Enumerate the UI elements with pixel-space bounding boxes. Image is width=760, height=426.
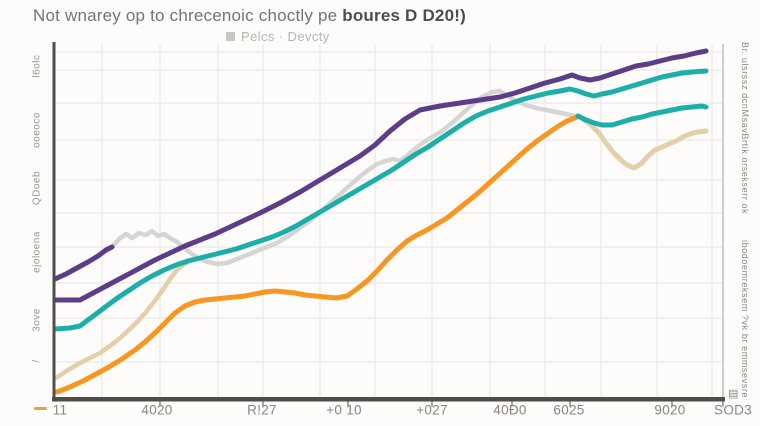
- series-teal-lower: [575, 103, 709, 128]
- axis-orange-dash: [34, 407, 47, 410]
- x-tick-label: +0 10: [326, 402, 362, 418]
- y-tick-label: ooeoco: [31, 112, 43, 148]
- y-tick-label: QDoeb: [31, 170, 43, 206]
- series-tan-right: [580, 116, 709, 171]
- right-side-text-bottom: ibodoemreksem ?vk br emmsevsre: [740, 240, 750, 399]
- x-tick-label: 9020: [654, 402, 686, 418]
- x-tick-label: 40Ð0: [493, 402, 527, 418]
- x-tick-label: R!27: [247, 402, 277, 418]
- y-tick-label: 3ove: [31, 308, 43, 332]
- chart-legend: Pelcs · Devcty: [226, 29, 330, 44]
- x-axis-line: [52, 397, 725, 402]
- series-tan-left: [53, 259, 191, 381]
- right-side-text-top: Br. ulsrssz dcnMsavBrtik orsekserr ok: [740, 42, 750, 215]
- panel-grid-icon: ▤: [728, 388, 739, 400]
- series-gray: [109, 88, 586, 267]
- series-orange: [54, 114, 580, 395]
- series-purple: [52, 48, 709, 303]
- chart-title: Not wnarey op to chrecenoic choctly pe b…: [33, 6, 466, 26]
- x-tick-label: +027: [416, 402, 448, 418]
- x-tick-label: 6025: [553, 402, 585, 418]
- x-tick-label: SOD3: [714, 402, 752, 418]
- legend-label: Pelcs · Devcty: [241, 29, 330, 44]
- legend-swatch-icon: [226, 32, 235, 41]
- series-purple-left: [52, 244, 115, 282]
- chart-title-emphasis: boures D D20!): [342, 6, 466, 25]
- chart-title-text: Not wnarey op to chrecenoic choctly pe: [33, 6, 343, 25]
- x-tick-label: 11: [52, 402, 68, 418]
- series-teal: [52, 68, 709, 332]
- y-tick-label: ejoloena: [31, 231, 43, 273]
- y-tick-label: /: [31, 359, 43, 363]
- x-tick-label: 4020: [141, 402, 173, 418]
- y-tick-label: l6olc: [31, 54, 43, 78]
